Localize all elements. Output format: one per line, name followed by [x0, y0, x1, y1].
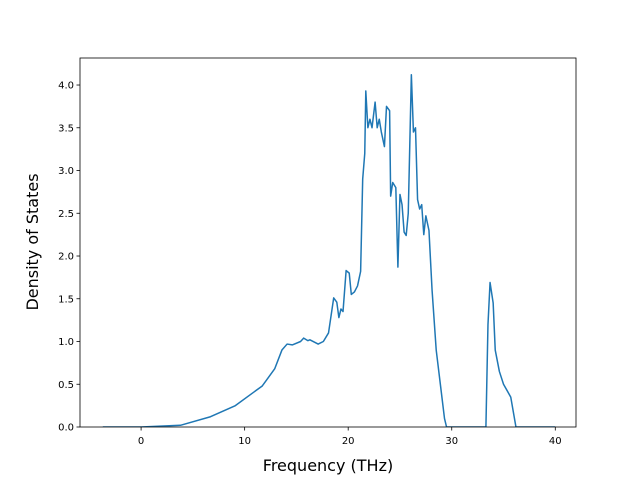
y-tick-label: 3.0 — [58, 166, 74, 177]
y-tick-label: 3.5 — [58, 123, 74, 134]
line-series — [102, 74, 556, 427]
x-tick-label: 10 — [238, 436, 251, 447]
x-axis-label: Frequency (THz) — [263, 456, 393, 475]
y-tick-label: 1.5 — [58, 294, 74, 305]
x-tick-label: 20 — [342, 436, 355, 447]
y-tick-label: 0.0 — [58, 423, 74, 434]
y-tick-label: 0.5 — [58, 380, 74, 391]
y-tick-label: 4.0 — [58, 81, 74, 92]
x-tick-label: 0 — [138, 436, 144, 447]
x-tick-label: 40 — [549, 436, 562, 447]
y-tick-label: 2.0 — [58, 252, 74, 263]
y-tick-label: 1.0 — [58, 337, 74, 348]
plot-frame — [79, 57, 577, 428]
y-tick-label: 2.5 — [58, 209, 74, 220]
y-axis-label: Density of States — [23, 173, 42, 310]
x-tick-label: 30 — [445, 436, 458, 447]
